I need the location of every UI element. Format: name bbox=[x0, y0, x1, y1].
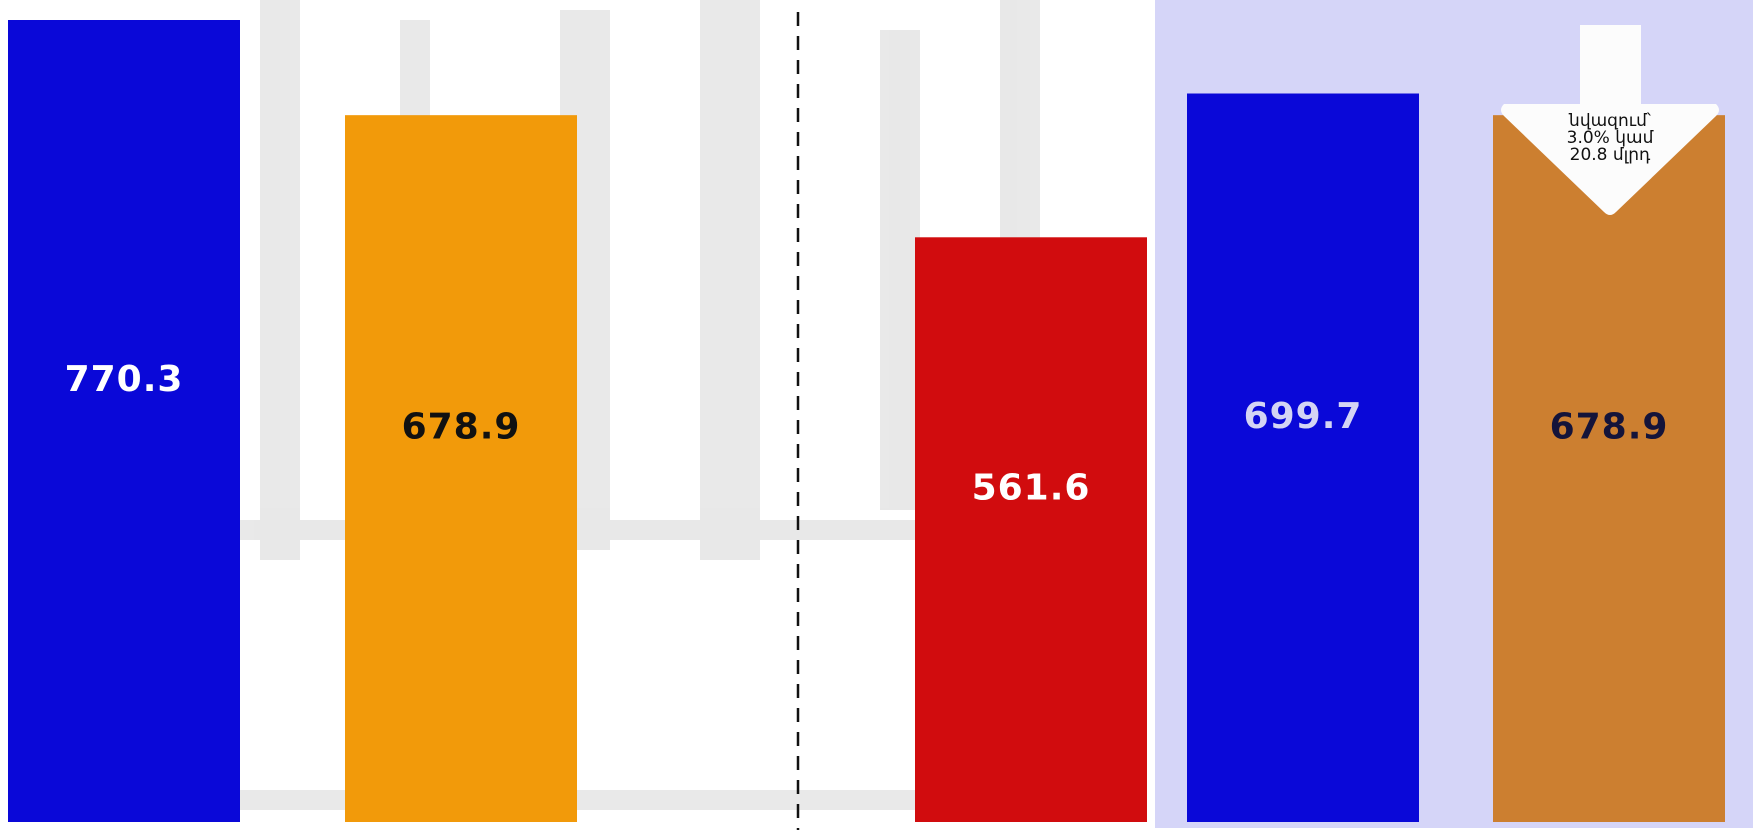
value-label: 561.6 bbox=[972, 468, 1091, 509]
value-label: 678.9 bbox=[1550, 407, 1669, 448]
value-label: 699.7 bbox=[1244, 396, 1363, 437]
value-label: 770.3 bbox=[65, 359, 184, 400]
bar bbox=[915, 237, 1147, 823]
bar bbox=[345, 115, 577, 822]
bar bbox=[8, 20, 240, 822]
arrow-shape bbox=[1501, 25, 1719, 215]
annotation-text: 20.8 մլրդ bbox=[1570, 145, 1651, 165]
annotation-text: 3.0% կամ bbox=[1567, 128, 1654, 148]
bars: 770.3 678.9 561.6 699.7 678.9 bbox=[8, 20, 1725, 823]
value-label: 678.9 bbox=[402, 407, 521, 448]
bar bbox=[1493, 115, 1725, 822]
annotation-text: նվազում՝ bbox=[1568, 111, 1651, 131]
background-pattern bbox=[230, 0, 1040, 810]
bar bbox=[1187, 93, 1419, 823]
